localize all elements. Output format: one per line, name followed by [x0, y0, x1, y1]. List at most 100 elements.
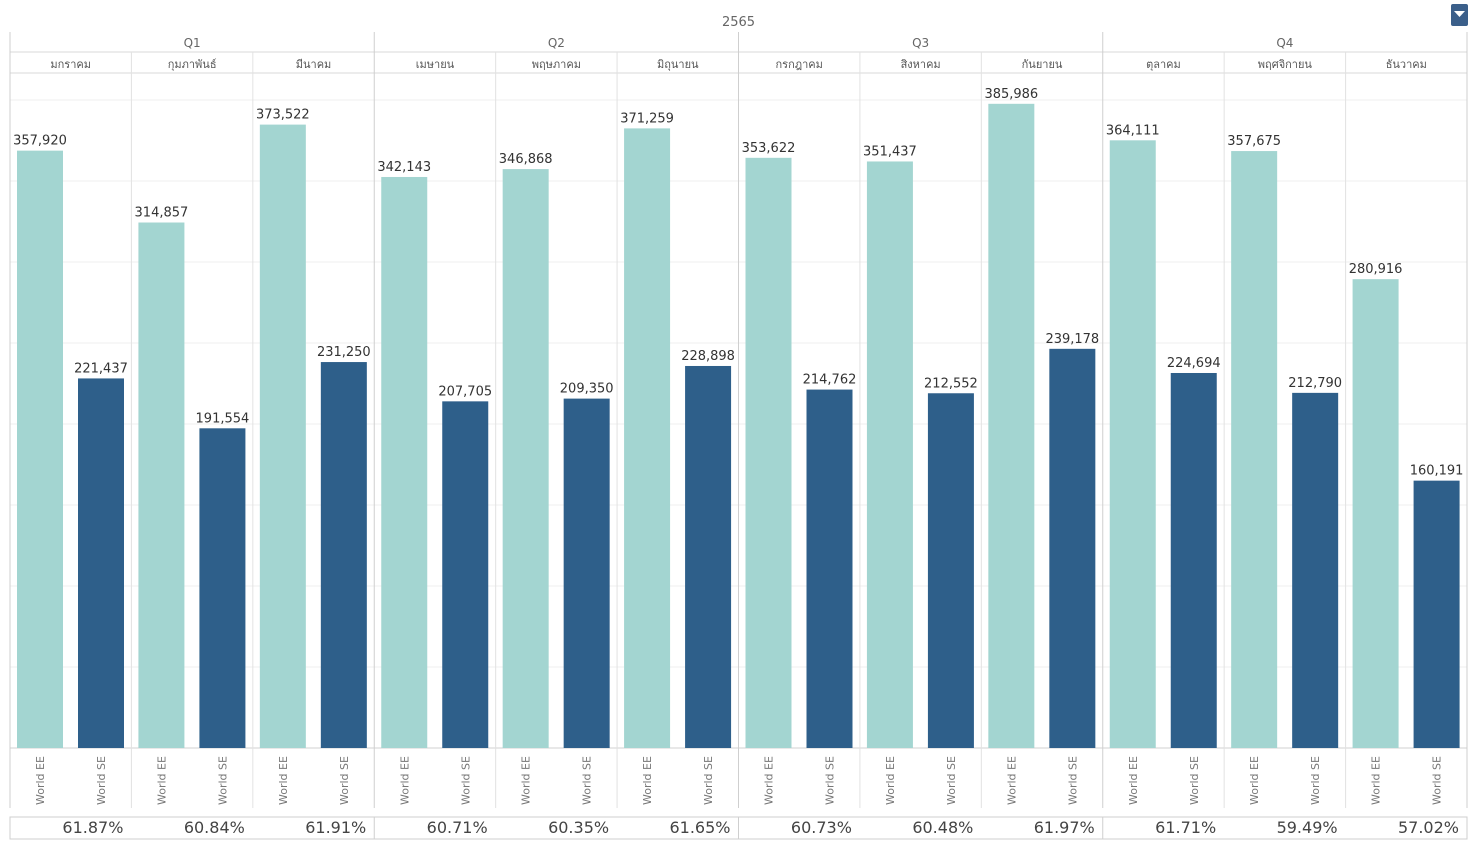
month-label: สิงหาคม — [900, 58, 940, 71]
series-axis-label: World EE — [34, 756, 47, 805]
percentage-label: 61.97% — [1034, 818, 1095, 837]
month-label: มีนาคม — [296, 58, 332, 71]
world-ee-bar — [624, 128, 671, 748]
world-se-bar — [1049, 348, 1096, 748]
series-axis-label: World SE — [95, 756, 108, 805]
world-ee-bar — [259, 124, 306, 749]
series-axis-label: World EE — [641, 756, 654, 805]
world-se-bar — [806, 389, 853, 748]
percentage-label: 60.35% — [548, 818, 609, 837]
world-ee-value-label: 280,916 — [1349, 262, 1403, 277]
percentage-label: 60.73% — [791, 818, 852, 837]
series-axis-label: World EE — [155, 756, 168, 805]
month-label: ตุลาคม — [1146, 58, 1181, 71]
world-ee-bar — [502, 169, 549, 749]
world-ee-bar — [866, 161, 913, 748]
world-se-bar — [685, 365, 732, 748]
month-label: ธันวาคม — [1386, 58, 1427, 71]
world-ee-value-label: 353,622 — [742, 141, 796, 156]
year-label: 2565 — [722, 15, 755, 30]
quarter-label: Q4 — [1276, 36, 1293, 50]
month-label: พฤศจิกายน — [1258, 58, 1313, 71]
world-se-bar — [1413, 480, 1460, 748]
world-ee-value-label: 385,986 — [984, 87, 1038, 102]
world-se-value-label: 191,554 — [196, 411, 250, 426]
series-axis-label: World SE — [1188, 756, 1201, 805]
month-label: กรกฎาคม — [776, 58, 823, 71]
series-axis-label: World SE — [1066, 756, 1079, 805]
series-axis-label: World EE — [398, 756, 411, 805]
world-se-bar — [320, 362, 367, 748]
chart-menu-button[interactable] — [1451, 4, 1468, 26]
series-axis-label: World EE — [1127, 756, 1140, 805]
series-axis-label: World SE — [824, 756, 837, 805]
world-se-value-label: 228,898 — [681, 349, 735, 364]
series-axis-label: World SE — [338, 756, 351, 805]
month-label: กันยายน — [1022, 58, 1063, 71]
world-ee-value-label: 346,868 — [499, 152, 553, 167]
percentage-label: 61.71% — [1155, 818, 1216, 837]
series-axis-label: World EE — [1005, 756, 1018, 805]
world-se-bar — [199, 428, 246, 748]
percentage-label: 59.49% — [1277, 818, 1338, 837]
world-se-bar — [927, 393, 974, 748]
world-se-value-label: 160,191 — [1410, 464, 1464, 479]
series-axis-label: World SE — [702, 756, 715, 805]
series-axis-label: World SE — [1309, 756, 1322, 805]
quarter-label: Q1 — [184, 36, 201, 50]
world-se-value-label: 209,350 — [560, 382, 614, 397]
month-label: กุมภาพันธ์ — [168, 58, 217, 71]
quarter-label: Q2 — [548, 36, 565, 50]
quarter-label: Q3 — [912, 36, 929, 50]
series-axis-label: World EE — [884, 756, 897, 805]
world-se-bar — [1292, 392, 1339, 748]
world-se-value-label: 207,705 — [438, 384, 492, 399]
world-se-value-label: 221,437 — [74, 361, 128, 376]
percentage-label: 61.87% — [62, 818, 123, 837]
world-ee-bar — [17, 150, 63, 748]
percentage-label: 60.48% — [912, 818, 973, 837]
series-axis-label: World EE — [520, 756, 533, 805]
percentage-label: 60.84% — [184, 818, 245, 837]
world-se-value-label: 231,250 — [317, 345, 371, 360]
world-se-value-label: 212,790 — [1288, 376, 1342, 391]
world-ee-value-label: 357,920 — [13, 134, 67, 149]
series-axis-label: World SE — [1431, 756, 1444, 805]
world-ee-bar — [138, 222, 185, 748]
series-axis-label: World EE — [763, 756, 776, 805]
series-axis-label: World EE — [1370, 756, 1383, 805]
series-axis-label: World SE — [459, 756, 472, 805]
world-ee-bar — [381, 176, 428, 749]
world-ee-value-label: 351,437 — [863, 144, 917, 159]
world-ee-value-label: 364,111 — [1106, 123, 1160, 138]
world-ee-bar — [1352, 279, 1399, 748]
percentage-label: 60.71% — [427, 818, 488, 837]
world-se-bar — [442, 401, 489, 748]
world-se-value-label: 224,694 — [1167, 356, 1221, 371]
world-se-bar — [563, 398, 610, 748]
series-axis-label: World SE — [216, 756, 229, 805]
world-se-bar — [1170, 372, 1217, 748]
world-ee-value-label: 357,675 — [1227, 134, 1281, 149]
world-ee-value-label: 371,259 — [620, 111, 674, 126]
world-ee-bar — [1231, 151, 1278, 748]
world-ee-bar — [1109, 140, 1156, 748]
world-ee-bar — [745, 157, 792, 748]
series-axis-label: World EE — [1248, 756, 1261, 805]
series-axis-label: World SE — [945, 756, 958, 805]
month-label: พฤษภาคม — [532, 58, 581, 71]
month-label: เมษายน — [416, 58, 455, 71]
series-axis-label: World SE — [581, 756, 594, 805]
month-label: มกราคม — [50, 58, 91, 71]
month-label: มิถุนายน — [657, 58, 699, 71]
percentage-label: 61.91% — [305, 818, 366, 837]
dropdown-arrow-icon — [1454, 11, 1465, 17]
percentage-label: 57.02% — [1398, 818, 1459, 837]
world-ee-bar — [988, 103, 1035, 749]
world-ee-value-label: 373,522 — [256, 108, 310, 123]
world-ee-value-label: 342,143 — [377, 160, 431, 175]
world-ee-value-label: 314,857 — [135, 206, 189, 221]
world-se-bar — [78, 378, 124, 748]
percentage-label: 61.65% — [669, 818, 730, 837]
